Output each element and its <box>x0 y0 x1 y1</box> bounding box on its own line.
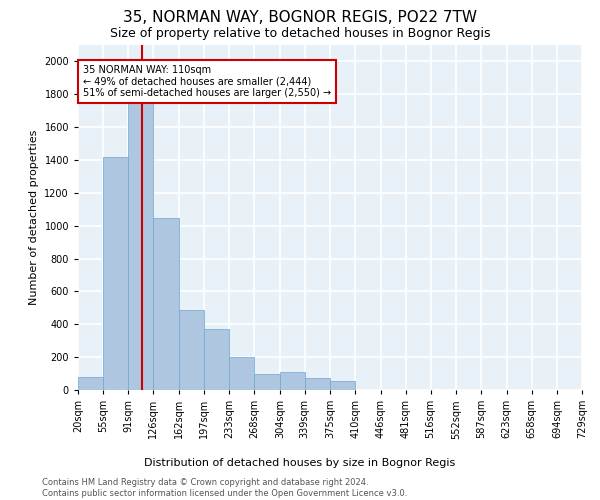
Bar <box>204 329 229 390</box>
Bar <box>78 377 103 390</box>
Bar <box>254 374 280 390</box>
Bar <box>305 378 331 390</box>
Text: Size of property relative to detached houses in Bognor Regis: Size of property relative to detached ho… <box>110 28 490 40</box>
Y-axis label: Number of detached properties: Number of detached properties <box>29 130 39 305</box>
Bar <box>103 156 128 390</box>
Bar <box>154 218 179 390</box>
Bar <box>280 372 305 390</box>
Text: 35, NORMAN WAY, BOGNOR REGIS, PO22 7TW: 35, NORMAN WAY, BOGNOR REGIS, PO22 7TW <box>123 10 477 25</box>
Bar <box>179 310 204 390</box>
Text: Contains HM Land Registry data © Crown copyright and database right 2024.
Contai: Contains HM Land Registry data © Crown c… <box>42 478 407 498</box>
Bar <box>331 381 355 390</box>
Text: 35 NORMAN WAY: 110sqm
← 49% of detached houses are smaller (2,444)
51% of semi-d: 35 NORMAN WAY: 110sqm ← 49% of detached … <box>83 64 331 98</box>
Text: Distribution of detached houses by size in Bognor Regis: Distribution of detached houses by size … <box>145 458 455 468</box>
Bar <box>229 357 254 390</box>
Bar <box>128 62 154 390</box>
